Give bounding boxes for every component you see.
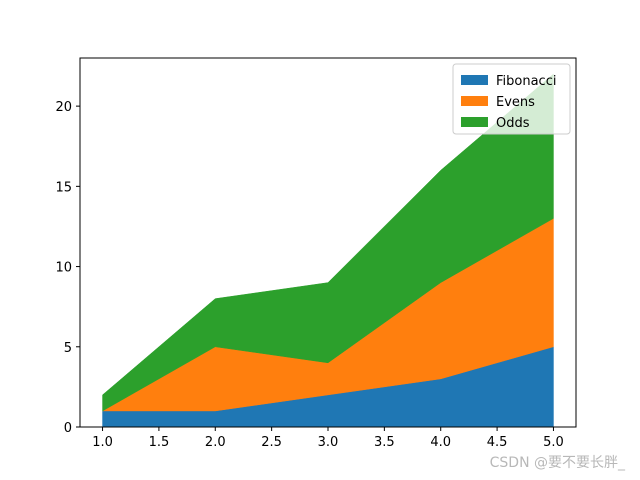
x-tick-label: 4.0 [430, 435, 451, 450]
x-tick-label: 2.0 [205, 435, 226, 450]
legend-swatch-fibonacci [461, 75, 488, 85]
y-axis: 0 5 10 15 20 [55, 100, 80, 436]
x-axis: 1.0 1.5 2.0 2.5 3.0 3.5 4.0 4.5 5.0 [92, 427, 564, 450]
x-tick-label: 3.5 [374, 435, 395, 450]
legend-swatch-odds [461, 117, 488, 127]
x-tick-label: 3.0 [318, 435, 339, 450]
x-tick-label: 1.5 [149, 435, 170, 450]
y-tick-label: 10 [55, 261, 72, 276]
x-tick-label: 4.5 [487, 435, 508, 450]
y-tick-label: 0 [64, 421, 72, 436]
legend: Fibonacci Evens Odds [452, 63, 571, 135]
y-tick-label: 20 [55, 100, 72, 115]
x-tick-label: 5.0 [543, 435, 564, 450]
x-tick-label: 2.5 [261, 435, 282, 450]
legend-label-fibonacci: Fibonacci [496, 74, 556, 89]
y-tick-label: 5 [64, 341, 72, 356]
legend-swatch-evens [461, 96, 488, 106]
x-tick-label: 1.0 [92, 435, 113, 450]
legend-label-evens: Evens [496, 95, 535, 110]
legend-label-odds: Odds [496, 116, 530, 131]
y-tick-label: 15 [55, 180, 72, 195]
watermark-text: CSDN @要不要长胖_ [490, 455, 626, 471]
area-series-odds [102, 73, 554, 412]
